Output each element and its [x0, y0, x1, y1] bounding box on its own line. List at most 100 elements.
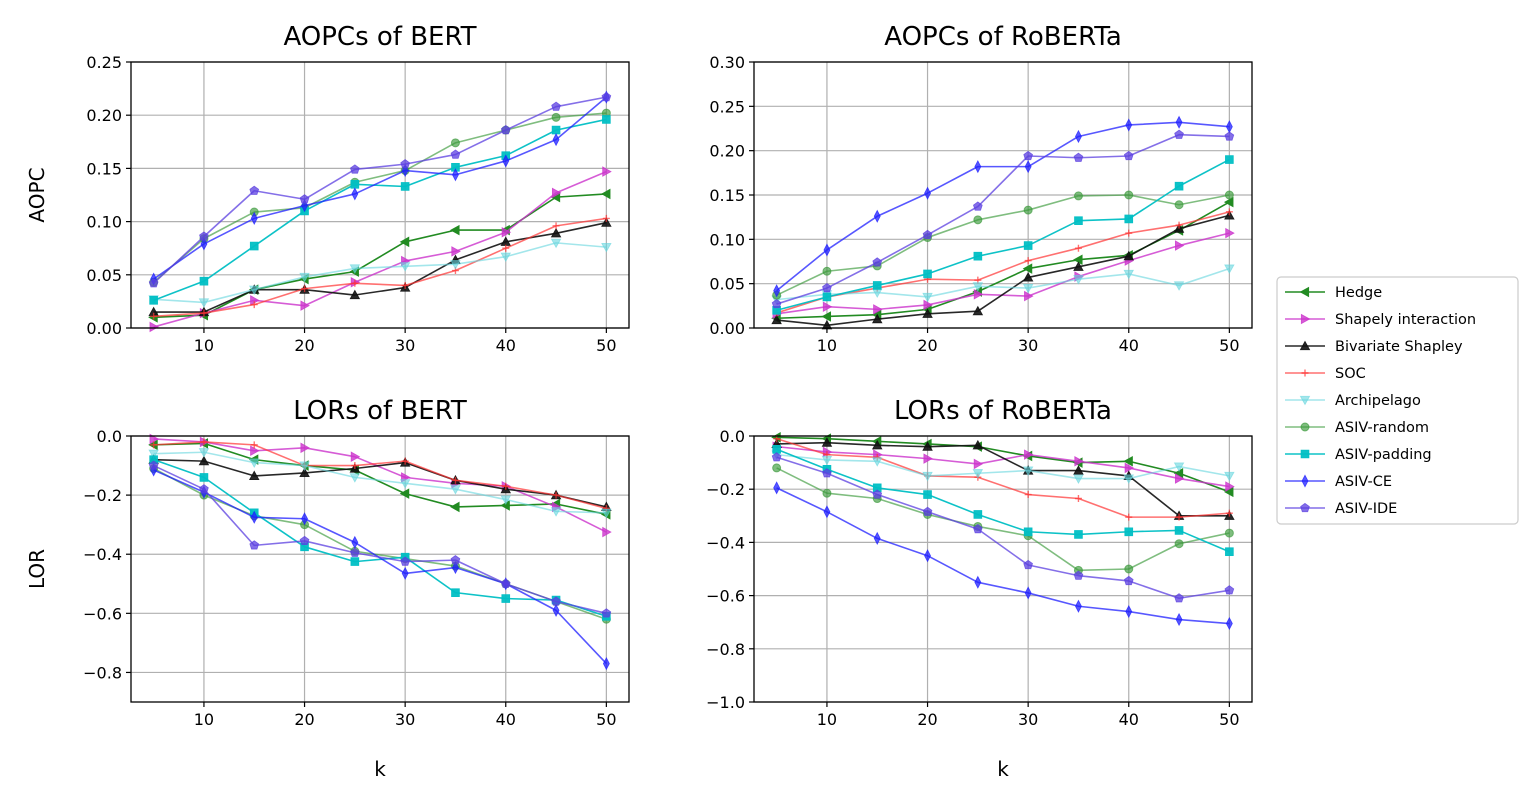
y-tick-label: 0.10 [709, 230, 745, 249]
x-tick-label: 30 [1018, 336, 1038, 355]
y-tick-label: 0.30 [709, 53, 745, 72]
chart-panel-3: 10 20 30 40 50 0.0 −0.2 −0.4 −0.6 −0.8 LORs of BER… [25, 396, 630, 781]
data-point [1073, 474, 1084, 484]
data-point [872, 281, 882, 290]
data-point [451, 163, 460, 172]
data-point [1225, 120, 1233, 134]
y-tick-label: −0.2 [83, 486, 122, 505]
data-point [1073, 152, 1084, 162]
data-point [200, 309, 208, 317]
series-line [776, 211, 1230, 314]
data-point [550, 238, 562, 249]
data-point [1022, 284, 1034, 294]
legend-marker [1301, 474, 1309, 488]
data-point [199, 276, 209, 286]
series-asiv-ide [148, 92, 612, 288]
data-point [1074, 216, 1083, 226]
data-point [250, 301, 258, 309]
legend-marker [1300, 449, 1310, 459]
data-point [1124, 214, 1134, 224]
data-point [923, 453, 933, 464]
data-point [822, 266, 832, 276]
data-point [249, 185, 260, 195]
data-point [150, 312, 158, 320]
x-tick-label: 50 [1219, 336, 1239, 355]
series-line [776, 232, 1230, 315]
x-tick-label: 30 [395, 336, 415, 355]
data-point [150, 441, 158, 449]
data-point [922, 471, 933, 482]
data-point [301, 512, 308, 526]
data-point [148, 278, 159, 288]
chart-panel-1: 10 20 30 40 50 0.00 0.05 0.10 0.15 0.20 0.25 AOPCs … [25, 22, 630, 355]
data-point [1124, 527, 1134, 537]
series-line [153, 458, 607, 618]
axes-frame [130, 435, 630, 703]
data-point [602, 166, 612, 177]
data-point [601, 608, 612, 618]
chart-title: AOPCs of BERT [283, 22, 476, 52]
data-point [771, 298, 782, 309]
data-point [822, 488, 832, 498]
series-line [153, 217, 607, 318]
x-tick-label: 10 [194, 710, 214, 729]
series-line [776, 436, 1230, 493]
x-tick-label: 10 [194, 336, 214, 355]
series-line [153, 442, 607, 516]
x-tick-label: 50 [596, 336, 616, 355]
data-point [500, 495, 512, 505]
legend-entry: ASIV-CE [1285, 474, 1392, 490]
data-point [501, 594, 511, 603]
data-point [249, 540, 260, 550]
x-tick-label: 40 [496, 710, 516, 729]
legend-label: Archipelago [1335, 393, 1421, 409]
data-point [451, 246, 461, 257]
data-point [351, 279, 359, 287]
legend-box [1276, 276, 1519, 525]
y-axis-label: LOR [25, 549, 49, 589]
y-tick-label: 0.10 [86, 213, 122, 232]
legend-entry: ASIV-random [1285, 420, 1429, 436]
data-point [974, 160, 982, 174]
data-point [602, 214, 610, 222]
data-point [199, 473, 209, 482]
series-line [776, 194, 1230, 296]
data-point [551, 596, 561, 606]
data-point [1074, 530, 1083, 539]
data-point [923, 299, 933, 311]
data-point [1224, 471, 1235, 482]
series-line [776, 453, 1230, 480]
data-point [349, 264, 361, 274]
data-point [1175, 221, 1183, 229]
data-point [450, 260, 461, 270]
data-point [872, 483, 882, 493]
data-point [349, 473, 361, 483]
series-asiv-ide [148, 460, 612, 618]
data-point [773, 481, 781, 495]
x-tick-label: 20 [917, 336, 937, 355]
data-point [248, 458, 260, 469]
data-point [972, 469, 984, 479]
data-point [973, 251, 983, 261]
data-point [1224, 528, 1234, 538]
series-hedge [771, 196, 1234, 324]
data-point [1174, 240, 1185, 251]
data-point [501, 226, 512, 238]
data-point [1123, 269, 1135, 280]
series-line [776, 201, 1230, 320]
data-point [299, 194, 310, 204]
data-point [821, 455, 833, 466]
legend-entry: SOC [1285, 366, 1366, 382]
data-point [1024, 257, 1032, 265]
data-point [451, 588, 460, 597]
data-point [972, 201, 983, 211]
data-point [772, 463, 782, 473]
data-point [1123, 150, 1134, 161]
series-archipelago [148, 238, 612, 308]
data-point [199, 484, 209, 494]
data-point [601, 243, 612, 253]
data-point [248, 470, 260, 480]
series-line [776, 214, 1230, 327]
series-soc [150, 214, 610, 320]
data-point [1024, 449, 1034, 460]
